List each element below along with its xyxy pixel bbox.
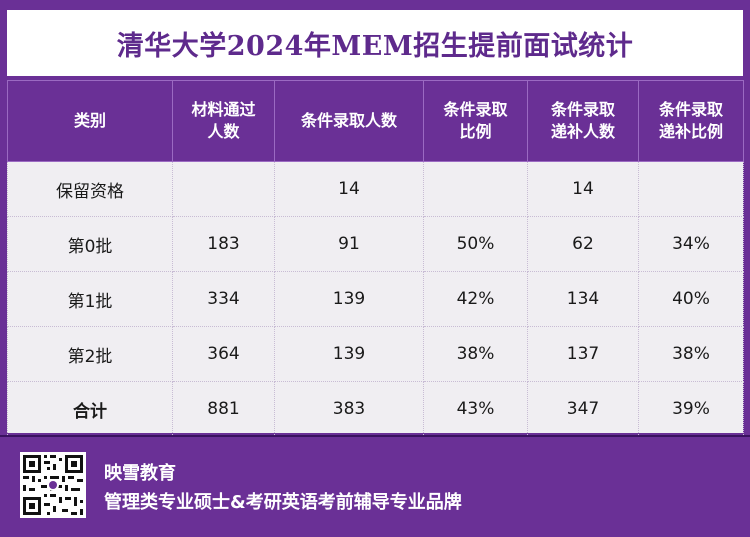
cell-supplement-count: 134 bbox=[527, 271, 639, 327]
cell-supplement-count: 62 bbox=[527, 216, 639, 272]
cell-supplement-count: 137 bbox=[527, 326, 639, 382]
table-row: 第0批 183 91 50% 62 34% bbox=[7, 216, 744, 272]
cell-admit-count: 139 bbox=[274, 271, 424, 327]
cell-admit-ratio: 50% bbox=[423, 216, 528, 272]
cell-admit-ratio: 38% bbox=[423, 326, 528, 382]
cell-admit-ratio: 43% bbox=[423, 381, 528, 437]
header-material-passed: 材料通过 人数 bbox=[172, 80, 275, 162]
cell-material-passed: 334 bbox=[172, 271, 275, 327]
cell-material-passed: 183 bbox=[172, 216, 275, 272]
cell-category: 第2批 bbox=[7, 326, 173, 382]
cell-material-passed bbox=[172, 161, 275, 217]
cell-material-passed: 881 bbox=[172, 381, 275, 437]
header-conditional-admit-count: 条件录取人数 bbox=[274, 80, 424, 162]
cell-admit-count: 91 bbox=[274, 216, 424, 272]
cell-supplement-count: 347 bbox=[527, 381, 639, 437]
cell-supplement-count: 14 bbox=[527, 161, 639, 217]
cell-admit-ratio bbox=[423, 161, 528, 217]
header-row: 类别 材料通过 人数 条件录取人数 条件录取 比例 条件录取 递补人数 条件录取 递补比… bbox=[7, 80, 744, 162]
header-supplement-count: 条件录取 递补人数 bbox=[527, 80, 639, 162]
cell-admit-count: 139 bbox=[274, 326, 424, 382]
cell-supplement-ratio: 40% bbox=[638, 271, 744, 327]
cell-admit-count: 14 bbox=[274, 161, 424, 217]
cell-admit-ratio: 42% bbox=[423, 271, 528, 327]
table-row: 保留资格 14 14 bbox=[7, 161, 744, 217]
cell-category: 保留资格 bbox=[7, 161, 173, 217]
qr-code-icon bbox=[20, 452, 86, 518]
cell-category: 第1批 bbox=[7, 271, 173, 327]
cell-supplement-ratio: 38% bbox=[638, 326, 744, 382]
cell-material-passed: 364 bbox=[172, 326, 275, 382]
cell-supplement-ratio: 34% bbox=[638, 216, 744, 272]
stats-table-container: 类别 材料通过 人数 条件录取人数 条件录取 比例 条件录取 递补人数 条件录取 递补比… bbox=[7, 80, 744, 437]
brand-slogan: 管理类专业硕士&考研英语考前辅导专业品牌 bbox=[104, 492, 462, 513]
header-conditional-admit-ratio: 条件录取 比例 bbox=[423, 80, 528, 162]
cell-category: 第0批 bbox=[7, 216, 173, 272]
title-bar: 清华大学2024年MEM招生提前面试统计 bbox=[7, 10, 743, 76]
table-row: 第1批 334 139 42% 134 40% bbox=[7, 271, 744, 327]
stats-table: 类别 材料通过 人数 条件录取人数 条件录取 比例 条件录取 递补人数 条件录取 递补比… bbox=[7, 80, 744, 437]
header-category: 类别 bbox=[7, 80, 173, 162]
header-supplement-ratio: 条件录取 递补比例 bbox=[638, 80, 744, 162]
table-row: 第2批 364 139 38% 137 38% bbox=[7, 326, 744, 382]
cell-admit-count: 383 bbox=[274, 381, 424, 437]
cell-category: 合计 bbox=[7, 381, 173, 437]
footer: 映雪教育 管理类专业硕士&考研英语考前辅导专业品牌 bbox=[0, 435, 750, 537]
cell-supplement-ratio: 39% bbox=[638, 381, 744, 437]
cell-supplement-ratio bbox=[638, 161, 744, 217]
brand-name: 映雪教育 bbox=[104, 463, 176, 484]
page-title: 清华大学2024年MEM招生提前面试统计 bbox=[116, 30, 634, 62]
total-row: 合计 881 383 43% 347 39% bbox=[7, 381, 744, 437]
